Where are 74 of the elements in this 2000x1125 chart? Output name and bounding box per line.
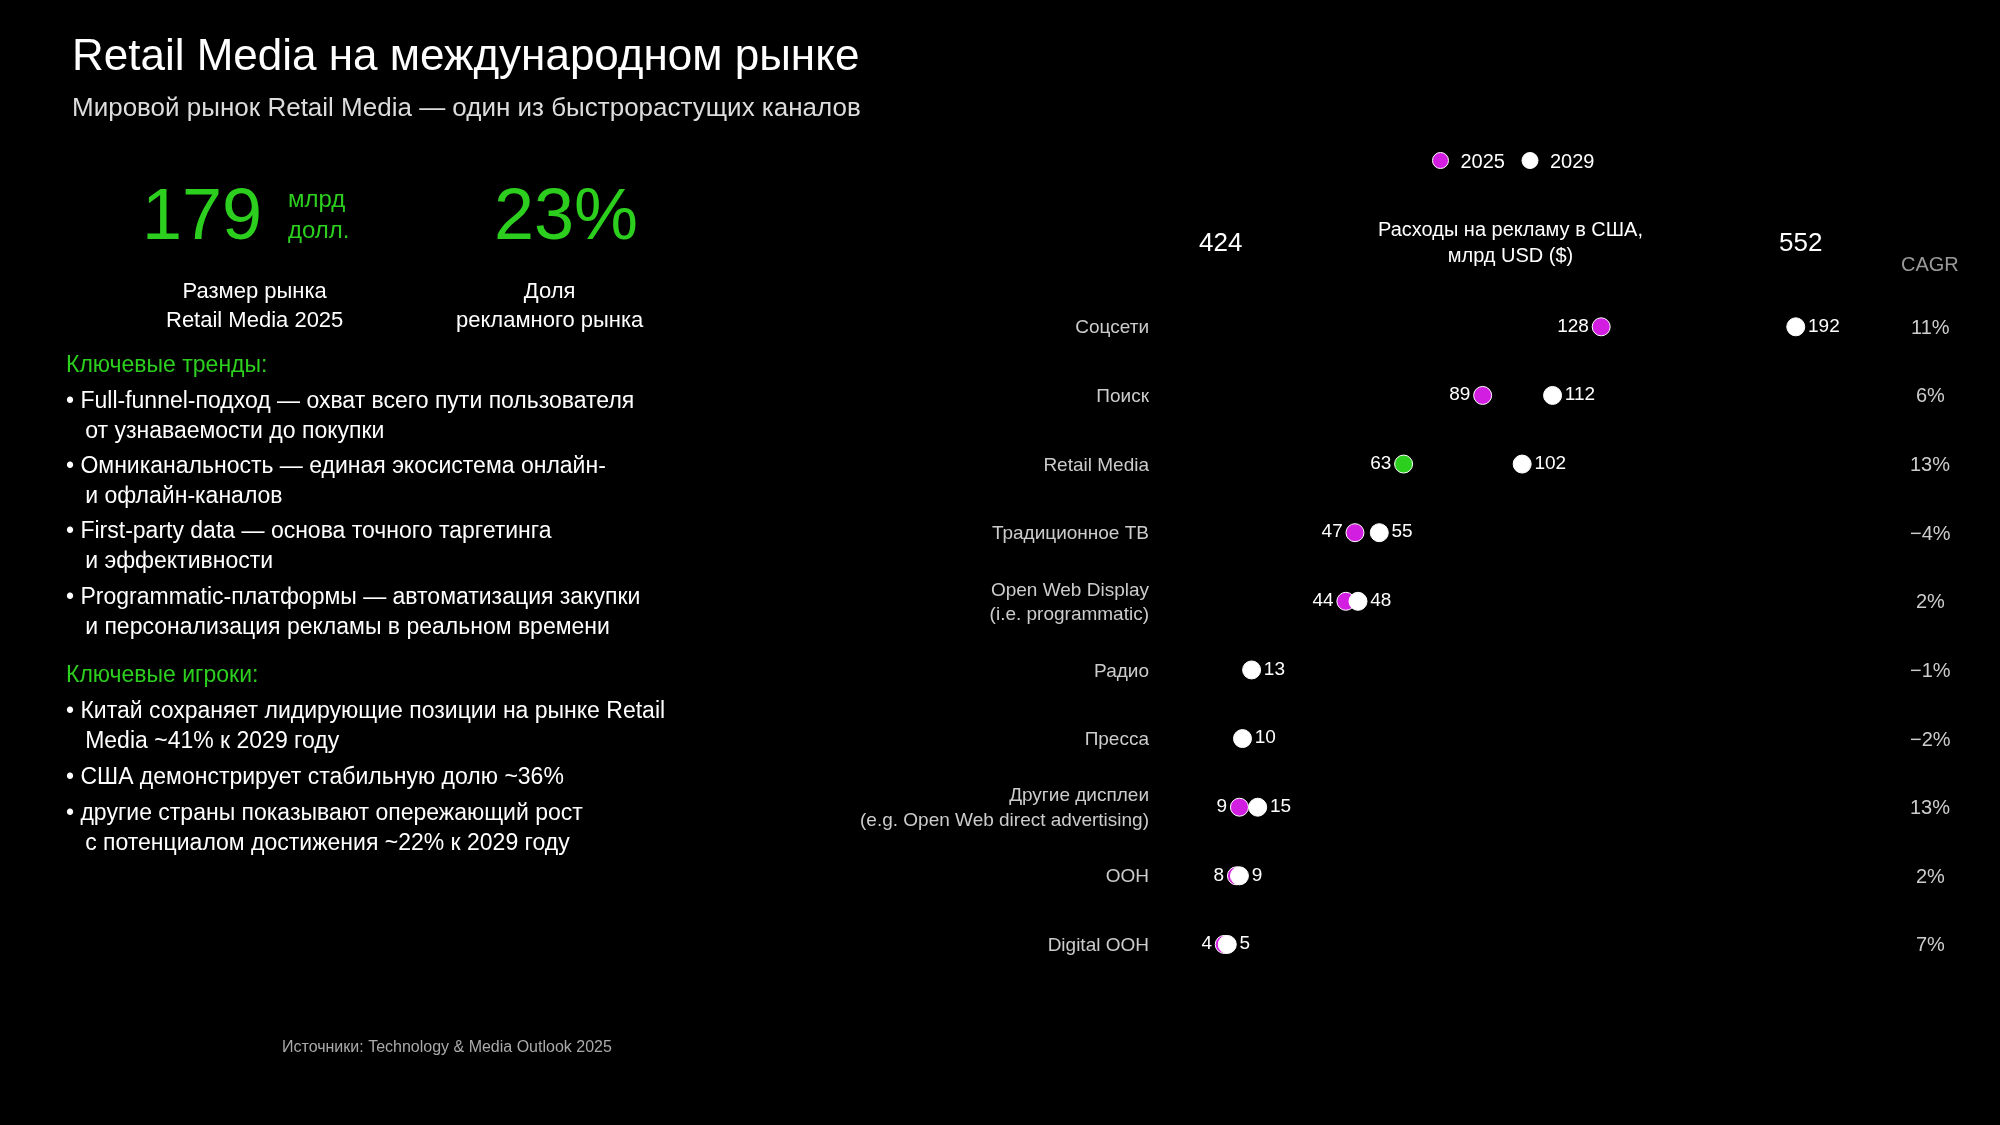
data-label: 47 — [1321, 520, 1343, 542]
y-tick-label: Радио — [1094, 659, 1149, 681]
point — [1348, 591, 1368, 611]
y-tick-label: Поиск — [1096, 385, 1150, 407]
text: −4% — [1910, 522, 1951, 544]
legend-label: 2025 — [1460, 150, 1505, 173]
text: • США демонстрирует стабильную долю ~36% — [66, 763, 564, 789]
y-tick-label: Digital OOH — [1047, 934, 1149, 956]
text: Мировой рынок Retail Media — один из быстрорастущих каналов — [72, 92, 861, 122]
data-label: 13 — [1263, 657, 1285, 679]
point — [1591, 317, 1611, 337]
point — [1233, 729, 1252, 749]
text: 2% — [1916, 590, 1946, 612]
data-label: 128 — [1557, 314, 1589, 336]
text: −1% — [1910, 659, 1951, 681]
point — [1473, 385, 1493, 405]
data-label: 112 — [1564, 383, 1596, 405]
data-label: 15 — [1269, 794, 1292, 816]
data-label: 55 — [1391, 520, 1413, 542]
data-label: 10 — [1254, 726, 1276, 748]
text: 11% — [1911, 316, 1950, 338]
data-label: 89 — [1449, 383, 1471, 405]
text: 179 — [142, 174, 263, 254]
text: CAGR — [1901, 253, 1959, 275]
text: 2% — [1916, 865, 1946, 887]
text: 23% — [494, 174, 639, 254]
data-label: 48 — [1370, 589, 1392, 611]
data-label: 9 — [1216, 794, 1228, 816]
text: • Китай сохраняет лидирующие позиции на рынке Retail Media ~41% к 2029 году — [66, 697, 666, 753]
text: 7% — [1916, 933, 1946, 955]
text: • First-party data — основа точного таргетинга и эффективности — [66, 517, 552, 573]
text: Retail Media на международном рынке — [72, 30, 860, 79]
text: Источники: Technology & Media Outlook 2025 — [282, 1038, 612, 1055]
point — [1394, 454, 1414, 474]
y-tick-label: Соцсети — [1075, 316, 1149, 338]
text: Доля рекламного рынка — [456, 278, 645, 332]
text: • Full-funnel-подход — охват всего пути пользователя от узнаваемости до покупки — [66, 387, 635, 443]
y-tick-label: Традиционное ТВ — [991, 522, 1149, 544]
point — [1248, 797, 1268, 817]
point — [1786, 317, 1806, 337]
text: • Омниканальность — единая экосистема онлайн- и офлайн-каналов — [66, 452, 606, 508]
data-label: 9 — [1251, 863, 1263, 885]
point — [1543, 385, 1563, 405]
point — [1512, 454, 1532, 474]
data-label: 63 — [1370, 451, 1392, 473]
text: −2% — [1910, 728, 1951, 750]
text: Ключевые тренды: — [66, 351, 268, 377]
y-tick-label: OOH — [1105, 865, 1149, 887]
text: 6% — [1916, 384, 1946, 406]
text: 13% — [1910, 453, 1951, 475]
data-label: 192 — [1808, 314, 1840, 336]
data-label: 8 — [1213, 863, 1225, 885]
y-tick-label: Open Web Display (i.e. programmatic) — [989, 578, 1150, 625]
text: • Programmatic-платформы — автоматизация закупки и персонализация рекламы в реальном времени — [66, 583, 641, 639]
data-label: 102 — [1534, 451, 1567, 473]
legend-label: 2029 — [1550, 150, 1595, 173]
text: 13% — [1910, 796, 1951, 818]
chart-title: Расходы на рекламу в США, млрд USD ($) — [1378, 218, 1643, 266]
text: Ключевые игроки: — [66, 661, 259, 687]
y-tick-label: Другие дисплеи (e.g. Open Web direct advertising) — [859, 784, 1149, 831]
text: 424 — [1199, 227, 1243, 257]
y-tick-label: Пресса — [1084, 728, 1150, 750]
text: • другие страны показывают опережающий рост с потенциалом достижения ~22% к 2029 году — [66, 799, 584, 855]
data-label: 4 — [1201, 932, 1213, 954]
text: 552 — [1779, 227, 1823, 257]
point — [1345, 523, 1365, 543]
data-label: 5 — [1239, 932, 1251, 954]
point — [1242, 660, 1262, 680]
point — [1369, 523, 1389, 543]
y-tick-label: Retail Media — [1043, 453, 1150, 475]
text: млрд долл. — [288, 185, 350, 244]
data-label: 44 — [1312, 589, 1335, 611]
point — [1229, 797, 1249, 817]
text: Размер рынка Retail Media 2025 — [166, 278, 344, 332]
